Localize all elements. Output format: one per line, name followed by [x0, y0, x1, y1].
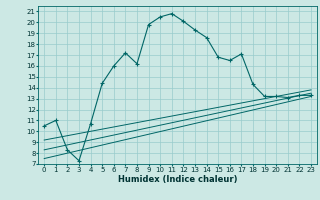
X-axis label: Humidex (Indice chaleur): Humidex (Indice chaleur) [118, 175, 237, 184]
